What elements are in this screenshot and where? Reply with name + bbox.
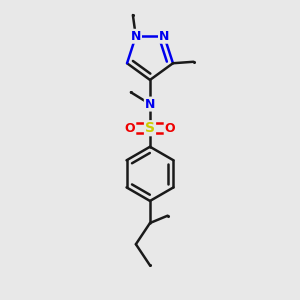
Text: N: N bbox=[145, 98, 155, 111]
Text: S: S bbox=[145, 121, 155, 135]
Text: O: O bbox=[125, 122, 135, 135]
Text: N: N bbox=[130, 30, 141, 43]
Text: O: O bbox=[165, 122, 175, 135]
Text: N: N bbox=[159, 30, 169, 43]
